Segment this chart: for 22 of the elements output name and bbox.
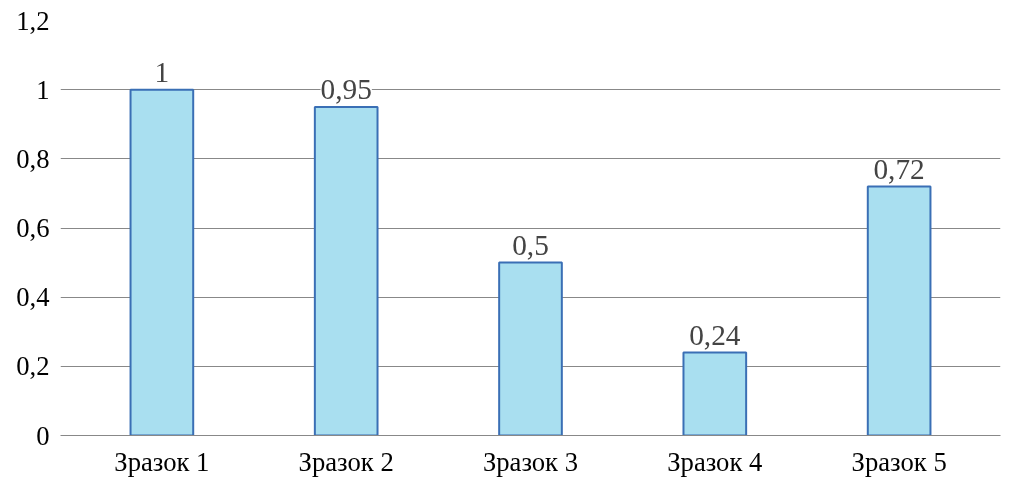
data-label: 0,5 bbox=[512, 228, 549, 261]
bar bbox=[682, 351, 748, 436]
x-tick-label: Зразок 1 bbox=[114, 446, 210, 477]
bar bbox=[866, 185, 932, 436]
y-tick-label: 0,4 bbox=[16, 282, 50, 313]
data-label: 0,72 bbox=[873, 152, 925, 185]
x-tick-label: Зразок 4 bbox=[667, 446, 763, 477]
y-tick-label: 1 bbox=[36, 74, 50, 105]
data-label: 0,95 bbox=[320, 72, 372, 105]
y-tick-label: 0,2 bbox=[16, 351, 50, 382]
y-tick-label: 0,8 bbox=[16, 143, 50, 174]
bar bbox=[129, 88, 195, 436]
x-tick-label: Зразок 2 bbox=[298, 446, 394, 477]
y-tick-label: 0 bbox=[36, 420, 50, 451]
y-tick-label: 0,6 bbox=[16, 213, 50, 243]
x-tick-label: Зразок 3 bbox=[482, 446, 579, 477]
bar bbox=[313, 105, 379, 436]
y-tick-label: 1,2 bbox=[16, 5, 50, 36]
data-label: 0,24 bbox=[689, 318, 741, 351]
data-label: 1 bbox=[154, 55, 170, 88]
x-tick-label: Зразок 5 bbox=[851, 446, 947, 477]
bar bbox=[498, 261, 563, 436]
